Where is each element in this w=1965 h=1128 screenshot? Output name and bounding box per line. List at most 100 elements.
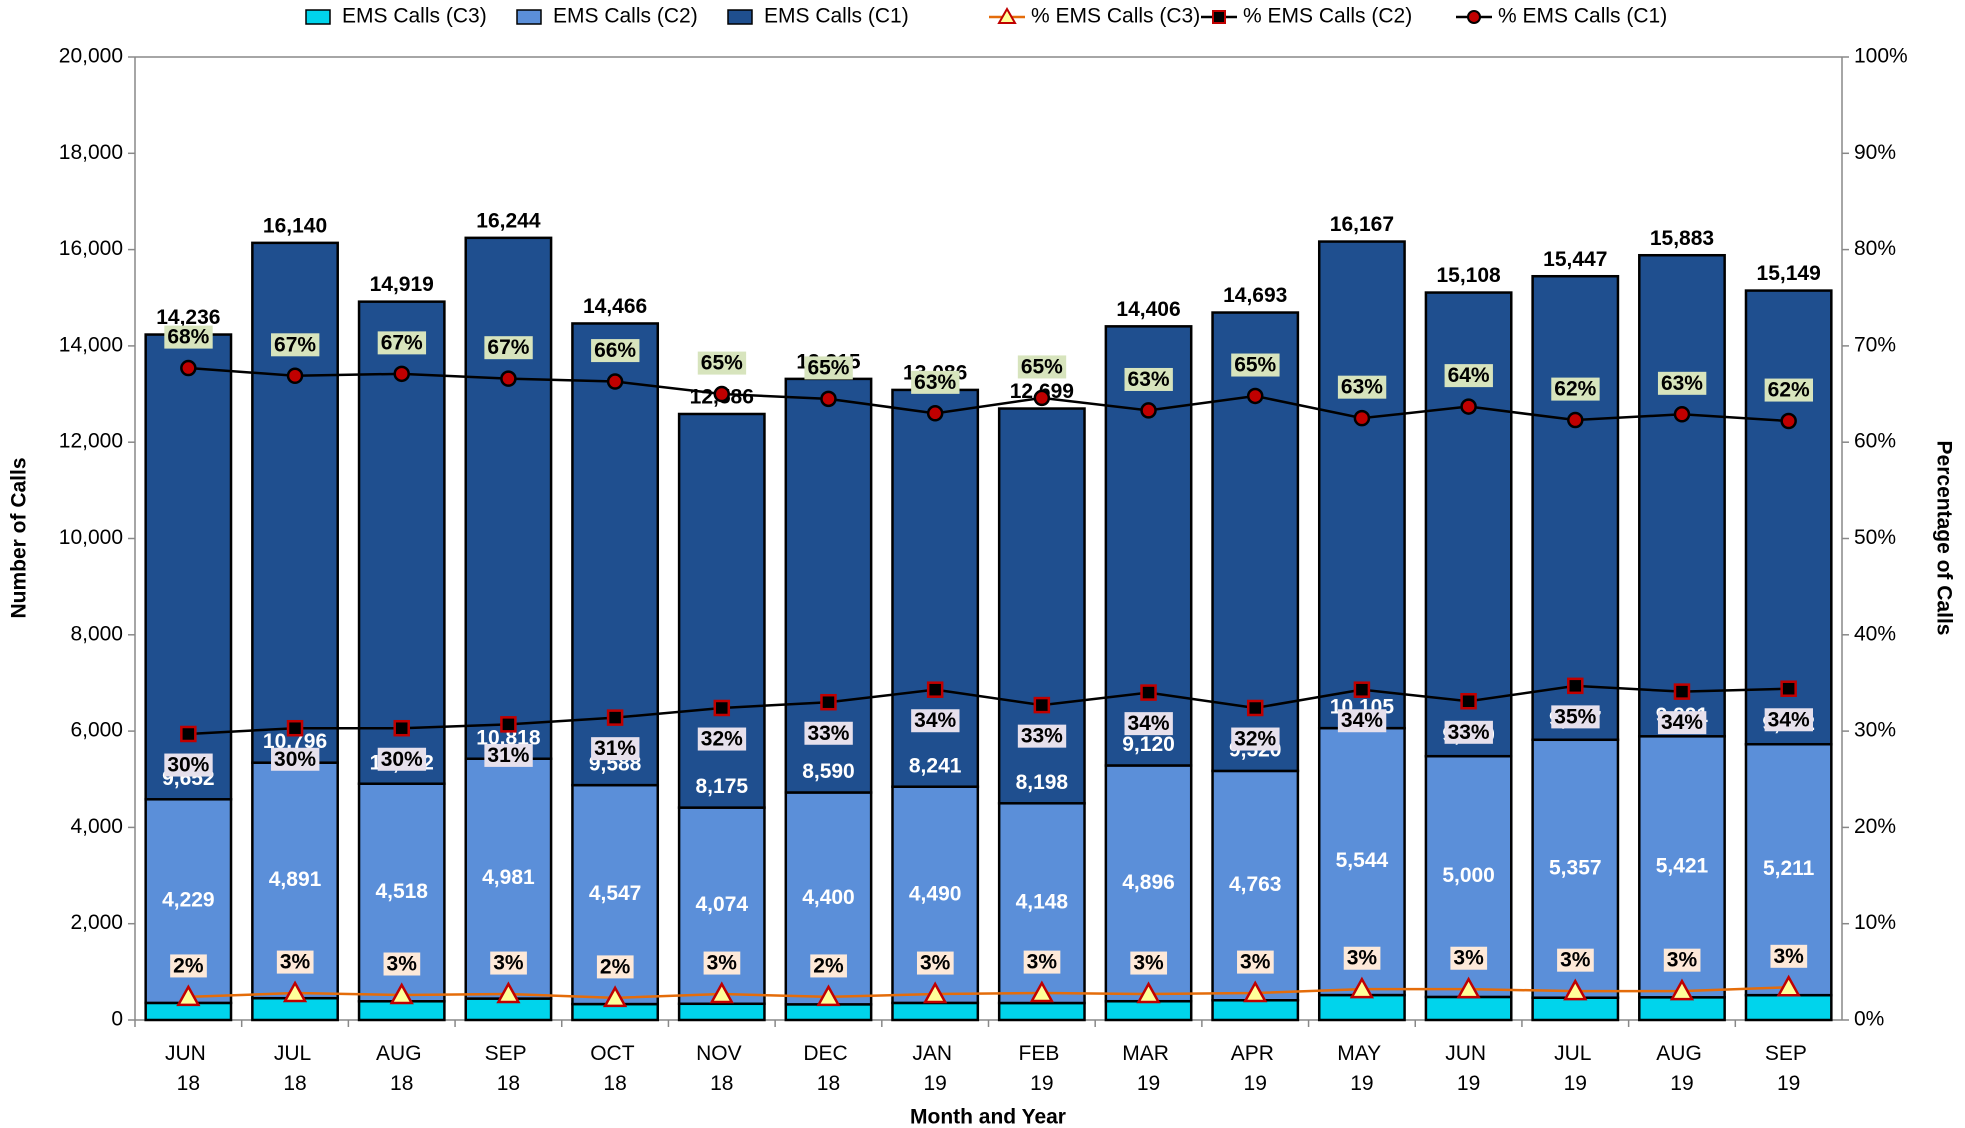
data-label-background bbox=[1444, 364, 1493, 388]
data-label: 65% bbox=[807, 356, 849, 379]
legend-swatch bbox=[305, 9, 331, 25]
marker bbox=[1033, 696, 1051, 714]
data-label: 4,490 bbox=[909, 882, 962, 905]
data-label-background bbox=[1450, 946, 1488, 970]
total-label: 15,447 bbox=[1543, 248, 1607, 271]
data-label: 10,796 bbox=[263, 730, 327, 753]
data-label-background bbox=[383, 952, 421, 976]
data-label: 32% bbox=[701, 728, 743, 751]
data-label-background bbox=[1130, 951, 1168, 975]
data-label-background bbox=[591, 339, 640, 363]
data-label-background bbox=[1124, 367, 1173, 391]
data-label: 3% bbox=[1560, 949, 1591, 972]
bar-segment bbox=[1531, 274, 1620, 742]
total-label: 14,236 bbox=[156, 306, 220, 329]
data-label: 31% bbox=[487, 744, 529, 767]
data-label: 5,544 bbox=[1336, 849, 1389, 872]
data-label: 4,981 bbox=[482, 866, 535, 889]
data-label-background bbox=[596, 955, 634, 979]
x-tick-label: SEP 18 bbox=[485, 1042, 532, 1095]
marker bbox=[1349, 976, 1375, 999]
data-label-background bbox=[271, 747, 320, 771]
y2-tick-label: 30% bbox=[1854, 719, 1896, 742]
marker bbox=[393, 719, 410, 737]
total-label: 14,406 bbox=[1116, 298, 1180, 321]
x-tick-label: JUN 19 bbox=[1445, 1042, 1492, 1095]
legend-label: % EMS Calls (C1) bbox=[1498, 5, 1667, 28]
data-label: 3% bbox=[1773, 945, 1804, 968]
data-label: 65% bbox=[701, 352, 743, 375]
marker bbox=[1353, 681, 1371, 698]
data-label-background bbox=[377, 747, 427, 771]
data-label: 33% bbox=[807, 722, 849, 745]
marker bbox=[389, 982, 414, 1005]
data-label: 3% bbox=[493, 952, 524, 975]
total-label: 15,149 bbox=[1757, 262, 1821, 285]
marker bbox=[1136, 981, 1161, 1004]
data-label: 3% bbox=[1133, 952, 1164, 975]
y2-tick-label: 70% bbox=[1854, 333, 1896, 356]
data-label-background bbox=[377, 331, 427, 355]
x-tick-label: MAY 19 bbox=[1337, 1042, 1386, 1095]
data-label: 5,211 bbox=[1763, 857, 1815, 880]
data-label-background bbox=[916, 951, 954, 975]
bar-segment bbox=[1744, 993, 1833, 1022]
data-label: 65% bbox=[1021, 355, 1063, 378]
x-tick-label: APR 19 bbox=[1231, 1042, 1280, 1095]
data-label: 30% bbox=[274, 748, 316, 771]
y2-tick-label: 50% bbox=[1854, 526, 1896, 549]
bar-segment bbox=[1104, 999, 1193, 1022]
bar-segment bbox=[997, 1001, 1086, 1022]
y-tick-label: 12,000 bbox=[59, 430, 123, 453]
data-label: 5,357 bbox=[1549, 856, 1602, 879]
data-label-background bbox=[1343, 946, 1381, 970]
y-tick-label: 8,000 bbox=[70, 622, 123, 645]
data-label-background bbox=[911, 370, 960, 394]
data-label: 34% bbox=[1768, 708, 1810, 731]
data-label: 32% bbox=[1234, 728, 1276, 751]
bar-segment bbox=[1638, 996, 1726, 1022]
data-label-background bbox=[703, 951, 741, 975]
bar-segment bbox=[1211, 999, 1300, 1022]
bar-segment bbox=[1424, 995, 1513, 1022]
data-label: 2% bbox=[173, 954, 204, 977]
data-label-background bbox=[1124, 712, 1173, 736]
marker bbox=[1776, 974, 1801, 997]
data-label: 63% bbox=[914, 371, 956, 394]
line bbox=[188, 684, 1789, 736]
marker bbox=[500, 370, 517, 387]
data-label: 8,175 bbox=[696, 775, 749, 798]
marker bbox=[1673, 406, 1691, 423]
marker bbox=[820, 693, 837, 711]
total-label: 15,108 bbox=[1436, 264, 1501, 287]
total-label: 16,140 bbox=[263, 214, 327, 237]
data-label-background bbox=[1337, 709, 1387, 733]
legend-marker bbox=[1467, 10, 1481, 24]
data-label-background bbox=[1023, 950, 1061, 974]
x-tick-label: JUL 19 bbox=[1554, 1042, 1596, 1095]
x-tick-label: JAN 19 bbox=[912, 1042, 958, 1095]
data-label: 4,229 bbox=[162, 889, 215, 912]
bar-segment bbox=[464, 236, 553, 760]
total-label: 14,693 bbox=[1223, 284, 1287, 307]
y2-tick-label: 80% bbox=[1854, 237, 1896, 260]
data-label-background bbox=[1557, 948, 1594, 972]
data-label-background bbox=[1764, 708, 1813, 732]
data-label: 10,818 bbox=[476, 726, 541, 749]
data-label: 34% bbox=[1661, 711, 1703, 734]
legend-label: EMS Calls (C2) bbox=[553, 5, 698, 28]
data-label-background bbox=[1764, 378, 1813, 402]
data-label: 3% bbox=[920, 952, 951, 975]
data-label: 67% bbox=[274, 333, 316, 356]
data-label: 4,400 bbox=[802, 886, 855, 909]
bar-segment bbox=[251, 241, 339, 764]
y2-tick-label: 0% bbox=[1854, 1008, 1884, 1031]
line bbox=[188, 366, 1789, 423]
data-label: 8,241 bbox=[909, 754, 962, 777]
data-label: 3% bbox=[1667, 949, 1698, 972]
marker bbox=[1029, 980, 1054, 1003]
marker bbox=[1456, 976, 1481, 999]
y2-tick-label: 90% bbox=[1854, 141, 1896, 164]
marker bbox=[180, 725, 197, 743]
marker bbox=[1567, 677, 1584, 695]
